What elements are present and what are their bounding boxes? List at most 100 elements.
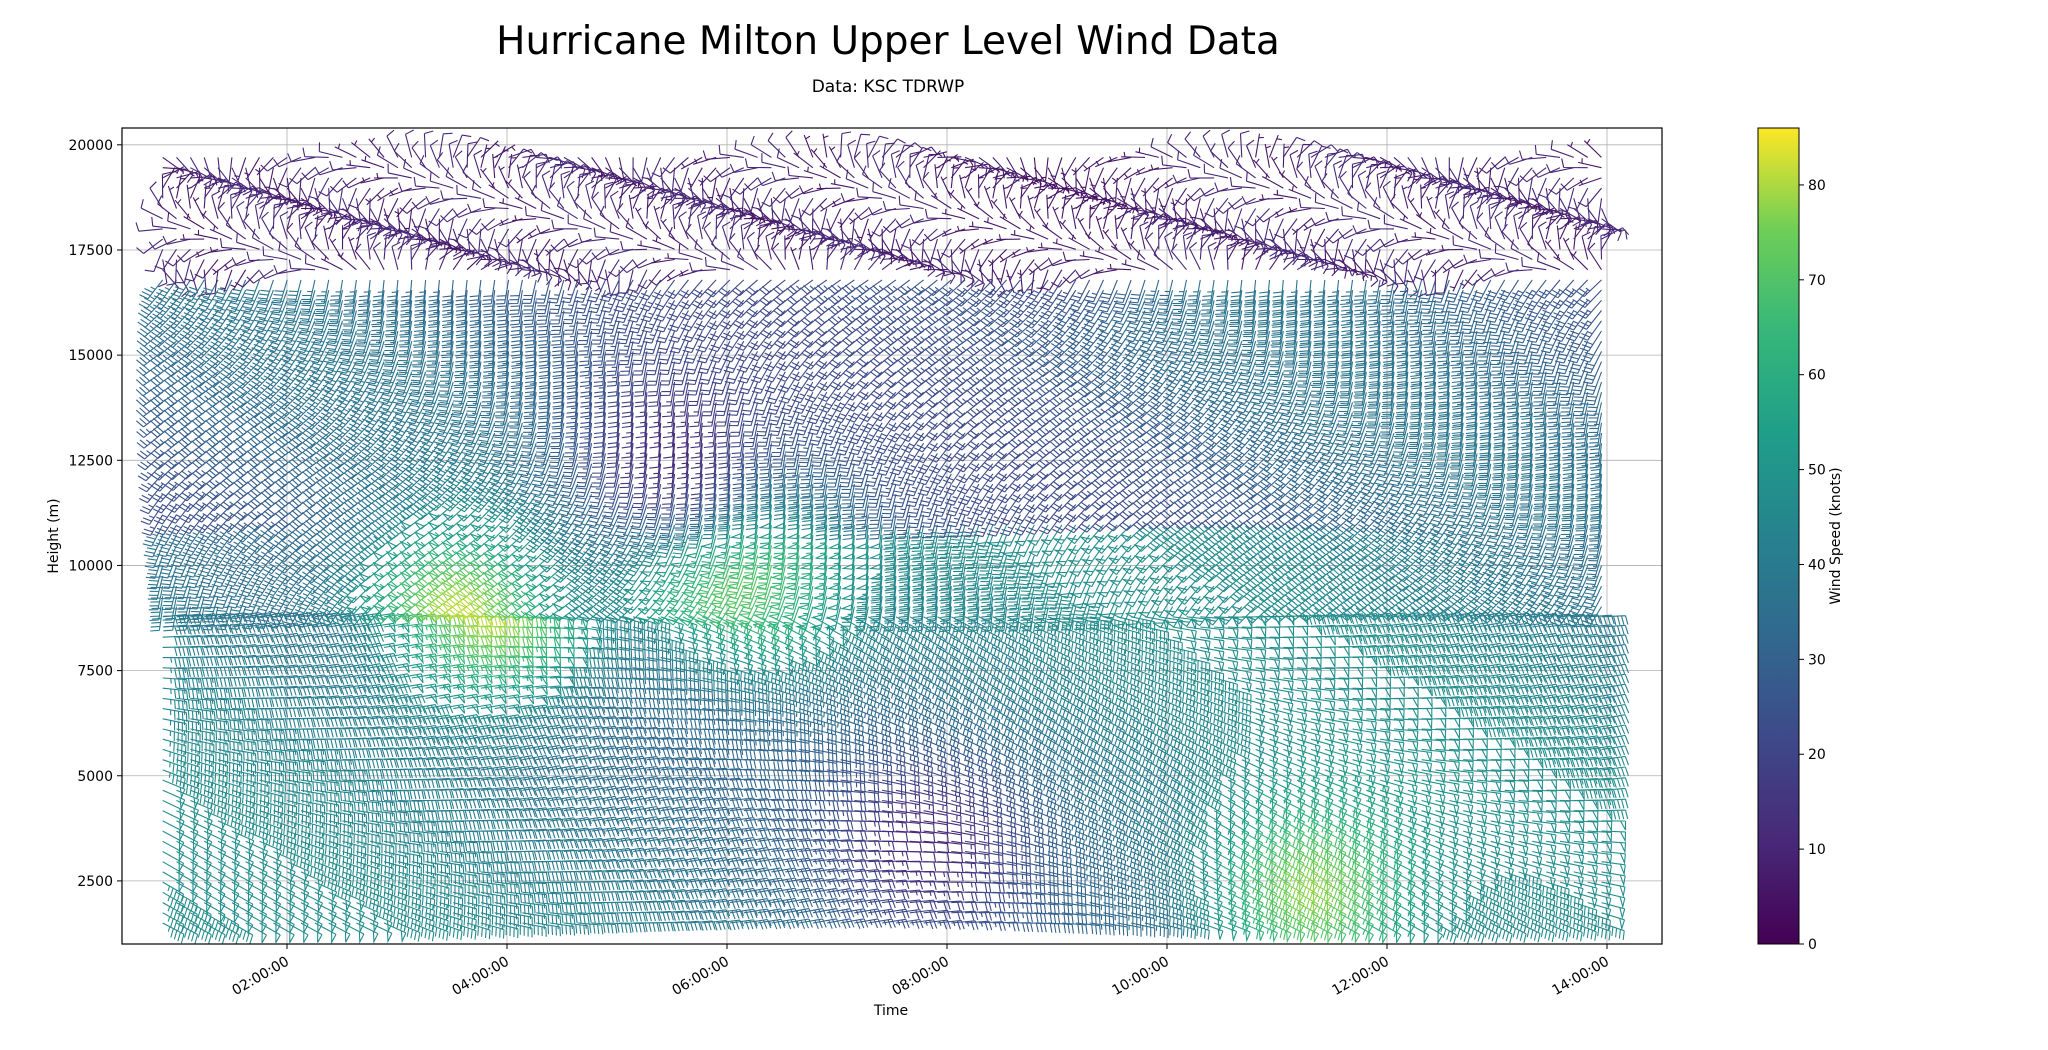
- wind-barb: [212, 575, 233, 599]
- wind-barb: [315, 463, 343, 479]
- wind-barb: [544, 238, 565, 256]
- wind-barb: [801, 197, 828, 216]
- wind-barb: [314, 769, 341, 782]
- wind-barb: [452, 134, 472, 158]
- wind-barb: [536, 922, 561, 937]
- wind-barb: [577, 880, 605, 891]
- wind-barb: [716, 836, 744, 848]
- wind-barb: [177, 412, 205, 427]
- wind-barb: [384, 652, 411, 665]
- wind-barb: [245, 633, 274, 645]
- wind-barb: [536, 656, 561, 669]
- wind-barb: [209, 310, 233, 331]
- wind-barb: [290, 177, 302, 204]
- wind-barb: [550, 705, 578, 717]
- wind-barb: [260, 483, 288, 499]
- wind-barb: [355, 320, 371, 345]
- wind-barb: [494, 891, 520, 906]
- wind-barb: [536, 734, 564, 747]
- wind-barb: [591, 880, 619, 891]
- wind-barb: [639, 575, 662, 596]
- wind-barb: [591, 902, 619, 912]
- wind-barb: [487, 228, 510, 251]
- wind-barb: [328, 789, 354, 803]
- wind-barb: [328, 197, 343, 226]
- wind-barb: [273, 707, 301, 718]
- wind-barb: [288, 504, 316, 520]
- wind-barb: [237, 320, 260, 342]
- wind-barb: [302, 147, 329, 158]
- wind-barb: [208, 524, 233, 544]
- wind-barb: [356, 652, 385, 665]
- wind-barb: [332, 412, 357, 431]
- wind-barb: [376, 402, 399, 424]
- wind-barb: [220, 269, 233, 293]
- wind-barb: [407, 381, 427, 405]
- wind-barb: [302, 432, 330, 449]
- wind-barb: [563, 715, 592, 727]
- wind-barb: [309, 330, 330, 354]
- wind-barb: [247, 391, 274, 409]
- wind-barb: [826, 908, 855, 919]
- wind-barb: [510, 361, 523, 388]
- wind-barb: [563, 744, 592, 756]
- wind-barb: [370, 652, 398, 665]
- wind-barb: [978, 902, 1006, 912]
- wind-barb: [399, 493, 426, 510]
- wind-barb: [245, 799, 270, 818]
- wind-barb: [259, 912, 281, 935]
- wind-barb: [300, 912, 323, 935]
- wind-barb: [743, 847, 772, 858]
- wind-barb: [529, 483, 551, 506]
- wind-barb: [342, 748, 370, 759]
- wind-barb: [496, 310, 510, 337]
- wind-barb: [536, 714, 564, 726]
- wind-barb: [333, 391, 357, 413]
- wind-barb: [507, 412, 523, 437]
- wind-barb: [337, 351, 357, 374]
- wind-barb: [208, 534, 233, 555]
- wind-barb: [565, 402, 579, 428]
- wind-barb: [344, 442, 371, 460]
- wind-barb: [347, 391, 371, 413]
- wind-barb: [181, 289, 205, 311]
- wind-barb: [480, 625, 506, 638]
- wind-barb: [428, 279, 440, 306]
- wind-barb: [467, 625, 493, 637]
- wind-barb: [702, 816, 730, 828]
- wind-barb: [197, 269, 207, 297]
- wind-barb: [550, 902, 576, 914]
- wind-barb: [494, 704, 521, 714]
- wind-barb: [234, 269, 260, 288]
- wind-barb: [397, 799, 425, 811]
- wind-barb: [646, 806, 675, 817]
- wind-barb: [303, 565, 330, 584]
- wind-barb: [453, 734, 481, 747]
- wind-barb: [163, 371, 191, 387]
- wind-barb: [453, 891, 478, 907]
- wind-barb: [176, 645, 204, 656]
- wind-barb: [915, 160, 925, 189]
- wind-barb: [419, 412, 440, 435]
- wind-barb: [343, 290, 357, 315]
- wind-barb: [854, 820, 881, 831]
- wind-barb: [287, 674, 315, 686]
- wind-barb: [153, 504, 177, 525]
- wind-barb: [290, 391, 316, 411]
- wind-barb: [439, 891, 464, 908]
- wind-barb: [217, 759, 242, 775]
- wind-barb: [566, 351, 579, 377]
- wind-barb: [370, 820, 396, 834]
- wind-barb: [457, 473, 482, 494]
- wind-barb: [411, 218, 423, 241]
- wind-barb: [896, 310, 924, 325]
- wind-barb: [247, 504, 274, 521]
- wind-barb: [163, 432, 191, 448]
- wind-barb: [231, 167, 243, 196]
- wind-barb: [511, 524, 537, 544]
- wind-barb: [480, 840, 508, 851]
- wind-barb: [965, 350, 994, 366]
- wind-barb: [639, 565, 662, 587]
- wind-barb: [190, 851, 212, 872]
- wind-barb: [703, 221, 717, 250]
